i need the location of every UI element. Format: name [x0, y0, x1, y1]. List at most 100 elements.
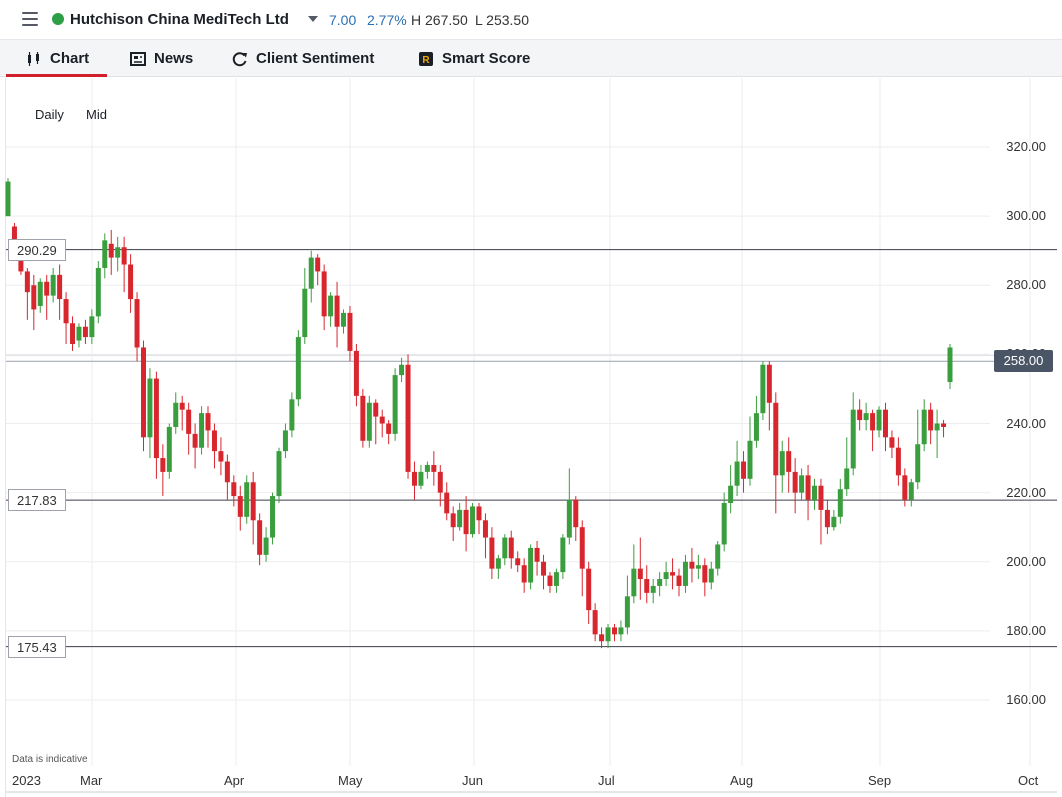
candle-body	[676, 575, 682, 586]
data-disclaimer: Data is indicative	[12, 754, 88, 765]
candle-body	[321, 271, 327, 317]
candle-body	[218, 451, 224, 462]
candle-body	[611, 627, 617, 635]
candle-body	[695, 565, 701, 569]
candle-body	[153, 378, 159, 459]
candle-body	[140, 347, 146, 438]
tab-label: Smart Score	[442, 50, 531, 67]
candle-body	[928, 409, 934, 431]
candle-body	[715, 544, 721, 569]
candle-body	[160, 458, 166, 472]
candle-body	[579, 527, 585, 569]
candle-body	[147, 378, 153, 438]
candle-body	[753, 413, 759, 441]
candle-body	[857, 409, 863, 421]
chevron-down-icon[interactable]	[308, 16, 318, 22]
y-tick-label: 200.00	[1006, 553, 1046, 569]
candle-body	[89, 316, 95, 338]
y-tick-label: 320.00	[1006, 139, 1046, 154]
candle-body	[437, 471, 443, 493]
candle-body	[386, 423, 392, 434]
x-tick-label: Jul	[598, 773, 615, 788]
candle-body	[553, 572, 559, 586]
candle-body	[560, 537, 566, 573]
candle-body	[166, 426, 172, 472]
candle-body	[366, 402, 372, 441]
tab-client-sentiment[interactable]: Client Sentiment	[232, 40, 374, 77]
candle-body	[263, 537, 269, 555]
candle-body	[502, 537, 508, 559]
level-tag[interactable]: 175.43	[8, 635, 66, 658]
candle-body	[863, 413, 869, 421]
level-tag[interactable]: 217.83	[8, 489, 66, 512]
candle-body	[941, 423, 947, 427]
candle-body	[786, 451, 792, 472]
candle-body	[463, 509, 469, 535]
x-tick-label: Jun	[462, 773, 483, 788]
interval-selector[interactable]: Daily	[35, 107, 64, 122]
candle-body	[102, 240, 108, 268]
candle-body	[392, 375, 398, 434]
x-tick-label: Apr	[224, 773, 245, 788]
candle-body	[360, 395, 366, 441]
candle-body	[515, 558, 521, 566]
instrument-header: Hutchison China MediTech Ltd 7.00 2.77% …	[0, 0, 1062, 40]
candle-body	[192, 433, 198, 448]
candle-body	[831, 516, 837, 528]
instrument-name[interactable]: Hutchison China MediTech Ltd	[70, 11, 289, 28]
candle-body	[418, 471, 424, 486]
x-tick-label: Aug	[730, 773, 754, 788]
candle-body	[37, 281, 43, 306]
candle-body	[450, 513, 456, 528]
candle-body	[495, 558, 501, 569]
y-tick-label: 220.00	[1006, 484, 1046, 500]
chart-panel[interactable]	[5, 78, 1062, 797]
candle-body	[302, 288, 308, 338]
candle-body	[682, 561, 688, 586]
candle-body	[328, 295, 334, 317]
candle-body	[121, 247, 127, 265]
candle-body	[824, 509, 830, 528]
candle-body	[315, 257, 321, 272]
market-status-icon	[52, 13, 64, 25]
candle-body	[489, 537, 495, 569]
tab-news[interactable]: News	[130, 40, 193, 77]
x-tick-label: 2023	[12, 773, 41, 788]
candle-body	[341, 312, 347, 327]
tab-smart-score[interactable]: R Smart Score	[418, 40, 530, 77]
candle-body	[895, 447, 901, 476]
candle-body	[5, 181, 11, 217]
x-tick-label: May	[338, 773, 363, 788]
candle-body	[779, 451, 785, 476]
candle-body	[618, 627, 624, 635]
candle-body	[592, 610, 598, 635]
candle-body	[82, 326, 88, 338]
candle-body	[308, 257, 314, 289]
candle-body	[915, 444, 921, 483]
candle-body	[231, 482, 237, 497]
newspaper-icon	[130, 51, 146, 67]
level-tag[interactable]: 290.29	[8, 238, 66, 261]
candle-body	[792, 471, 798, 493]
candle-body	[379, 416, 385, 424]
candle-body	[353, 350, 359, 396]
tab-bar: Chart News Client Sentiment R Smart Scor…	[0, 40, 1062, 77]
candle-body	[24, 271, 30, 293]
candle-body	[134, 299, 140, 348]
candle-body	[211, 430, 217, 452]
candle-body	[721, 502, 727, 545]
price-type-selector[interactable]: Mid	[86, 107, 107, 122]
candle-body	[566, 499, 572, 538]
candlestick-icon	[26, 51, 42, 67]
hamburger-menu-icon[interactable]	[22, 12, 38, 26]
candle-body	[128, 264, 134, 300]
tab-chart[interactable]: Chart	[5, 40, 108, 77]
candle-body	[541, 561, 547, 576]
candle-body	[805, 475, 811, 500]
candle-body	[908, 482, 914, 500]
x-tick-label: Mar	[80, 773, 103, 788]
candle-body	[650, 585, 656, 593]
y-tick-label: 180.00	[1006, 622, 1046, 638]
price-change-percent: 2.77%	[367, 12, 407, 28]
